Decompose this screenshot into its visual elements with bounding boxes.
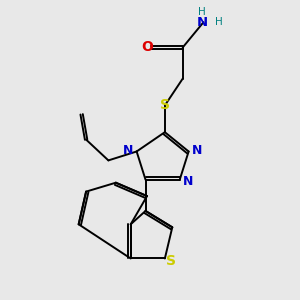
Text: H: H: [198, 7, 206, 17]
Text: N: N: [123, 143, 134, 157]
Text: N: N: [192, 143, 202, 157]
Text: O: O: [141, 40, 153, 55]
Text: N: N: [196, 16, 208, 29]
Text: H: H: [215, 16, 223, 27]
Text: N: N: [183, 175, 193, 188]
Text: S: S: [160, 98, 170, 112]
Text: S: S: [166, 254, 176, 268]
